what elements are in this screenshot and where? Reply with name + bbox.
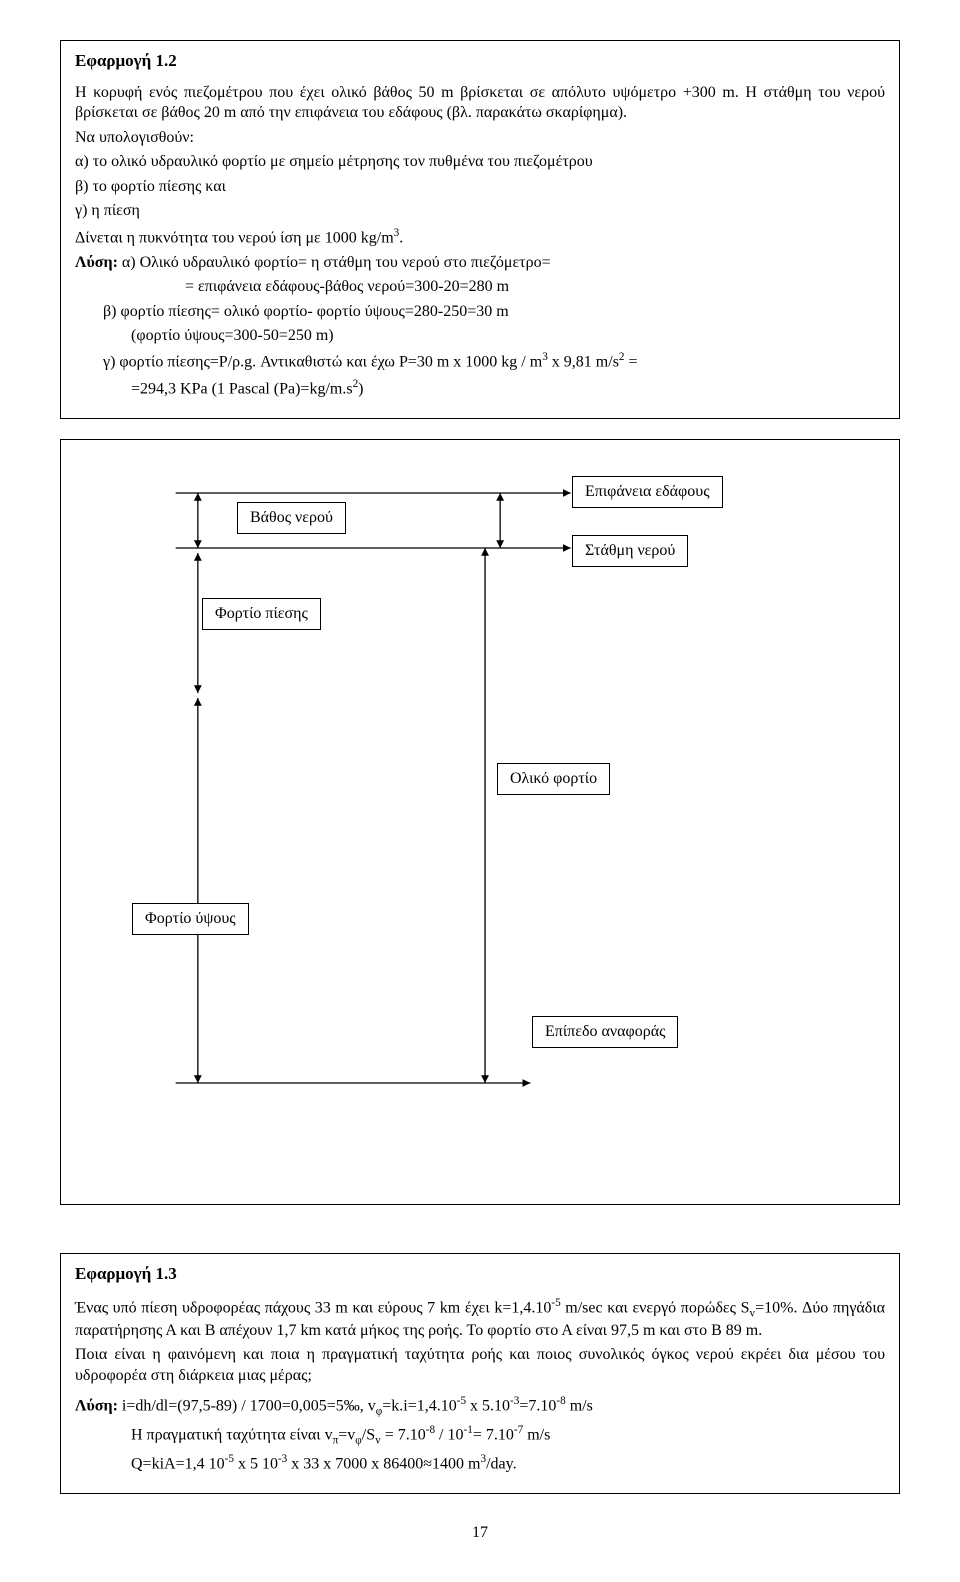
ex13-p2: Ποια είναι η φαινόμενη και ποια η πραγμα… bbox=[75, 1345, 885, 1386]
exercise-1-2-box: Εφαρμογή 1.2 Η κορυφή ενός πιεζομέτρου π… bbox=[60, 40, 900, 419]
page-number: 17 bbox=[60, 1524, 900, 1542]
ex13-sol3-e1: -5 bbox=[225, 1453, 234, 1465]
ex13-sol3-post: /day. bbox=[486, 1455, 517, 1472]
ex13-sol3-e2: -3 bbox=[278, 1453, 287, 1465]
ex13-sol2-mid1: =v bbox=[338, 1427, 355, 1444]
ex13-sol3-pre: Q=kiA=1,4 10 bbox=[131, 1455, 225, 1472]
ex12-sol-a2: = επιφάνεια εδάφους-βάθος νερού=300-20=2… bbox=[185, 277, 885, 297]
epifaneia-box: Επιφάνεια εδάφους bbox=[572, 476, 723, 508]
ex12-sol-b2: (φορτίο ύψους=300-50=250 m) bbox=[131, 326, 885, 346]
ex12-sol-label: Λύση: bbox=[75, 254, 122, 271]
ex13-sol2-line: Η πραγματική ταχύτητα είναι vπ=vφ/Sv = 7… bbox=[131, 1423, 885, 1448]
ex12-given-post: . bbox=[399, 229, 403, 246]
ex12-title: Εφαρμογή 1.2 bbox=[75, 51, 885, 71]
ex13-sol2-mid4: / 10 bbox=[435, 1427, 463, 1444]
ex13-sol3-mid1: x 5 10 bbox=[234, 1455, 278, 1472]
ex12-a: α) το ολικό υδραυλικό φορτίο με σημείο μ… bbox=[75, 152, 885, 172]
ex12-given-pre: Δίνεται η πυκνότητα του νερού ίση με 100… bbox=[75, 229, 394, 246]
ex13-sol1-e2: -3 bbox=[510, 1395, 519, 1407]
ex13-sol3-mid2: x 33 x 7000 x 86400≈1400 m bbox=[287, 1455, 480, 1472]
ex13-title: Εφαρμογή 1.3 bbox=[75, 1264, 885, 1284]
fortio-piesis-box: Φορτίο πίεσης bbox=[202, 598, 321, 630]
ex13-sol2-post: m/s bbox=[523, 1427, 550, 1444]
ex13-sol1-mid2: x 5.10 bbox=[466, 1398, 510, 1415]
ex12-p1: Η κορυφή ενός πιεζομέτρου που έχει ολικό… bbox=[75, 83, 885, 124]
vathos-box: Βάθος νερού bbox=[237, 502, 346, 534]
ex13-sol2-mid3: = 7.10 bbox=[381, 1427, 426, 1444]
ex13-p1-pre: Ένας υπό πίεση υδροφορέας πάχους 33 m κα… bbox=[75, 1299, 551, 1316]
ex12-sol-c3: =294,3 KPa (1 Pascal (Pa)=kg/m.s2) bbox=[131, 377, 885, 400]
ex12-sol-c-post: = bbox=[625, 354, 638, 371]
ex12-sol-c3-pre: =294,3 KPa (1 Pascal (Pa)=kg/m.s bbox=[131, 381, 353, 398]
ex13-sol1-mid3: =7.10 bbox=[519, 1398, 556, 1415]
ex13-sol1-mid: =k.i=1,4.10 bbox=[382, 1398, 457, 1415]
ex12-sol-b: β) φορτίο πίεσης= ολικό φορτίο- φορτίο ύ… bbox=[103, 302, 885, 322]
ex12-c: γ) η πίεση bbox=[75, 201, 885, 221]
ex13-p1: Ένας υπό πίεση υδροφορέας πάχους 33 m κα… bbox=[75, 1296, 885, 1341]
diagram-svg bbox=[87, 458, 873, 1178]
ex13-sol2-e1: -8 bbox=[426, 1424, 435, 1436]
ex13-sol2-pre: Η πραγματική ταχύτητα είναι v bbox=[131, 1427, 333, 1444]
stathmi-box: Στάθμη νερού bbox=[572, 535, 688, 567]
ex13-sol1-pre: i=dh/dl=(97,5-89) / 1700=0,005=5‰, v bbox=[122, 1398, 376, 1415]
ex13-sol3-line: Q=kiA=1,4 10-5 x 5 10-3 x 33 x 7000 x 86… bbox=[131, 1452, 885, 1475]
ex13-sol2-mid2: /S bbox=[362, 1427, 375, 1444]
ex13-sol2-e3: -7 bbox=[514, 1424, 523, 1436]
ex13-sol1-e1: -5 bbox=[457, 1395, 466, 1407]
ex13-sol2-mid5: = 7.10 bbox=[473, 1427, 514, 1444]
ex12-sol-c-pre: γ) φορτίο πίεσης=P/ρ.g. Αντικαθιστώ και … bbox=[103, 354, 542, 371]
ex12-sol-c3-post: ) bbox=[358, 381, 363, 398]
ex12-sol-c: γ) φορτίο πίεσης=P/ρ.g. Αντικαθιστώ και … bbox=[103, 350, 885, 373]
piezometer-diagram: Βάθος νερού Φορτίο πίεσης Επιφάνεια εδάφ… bbox=[87, 458, 873, 1178]
ex13-p1-e1: -5 bbox=[551, 1297, 560, 1309]
ex12-sol-a-line: Λύση: α) Ολικό υδραυλικό φορτίο= η στάθμ… bbox=[75, 253, 885, 273]
ex12-p2: Να υπολογισθούν: bbox=[75, 128, 885, 148]
ex12-b: β) το φορτίο πίεσης και bbox=[75, 177, 885, 197]
ex12-given: Δίνεται η πυκνότητα του νερού ίση με 100… bbox=[75, 226, 885, 249]
exercise-1-3-box: Εφαρμογή 1.3 Ένας υπό πίεση υδροφορέας π… bbox=[60, 1253, 900, 1494]
piezometer-diagram-box: Βάθος νερού Φορτίο πίεσης Επιφάνεια εδάφ… bbox=[60, 439, 900, 1205]
ex12-sol-a: α) Ολικό υδραυλικό φορτίο= η στάθμη του … bbox=[122, 254, 551, 271]
ex13-sol1-post: m/s bbox=[566, 1398, 593, 1415]
fortio-ypsous-box: Φορτίο ύψους bbox=[132, 903, 249, 935]
ex13-p1-mid: m/sec και ενεργό πορώδες S bbox=[561, 1299, 750, 1316]
ex13-sol1-e3: -8 bbox=[556, 1395, 565, 1407]
ex12-sol-c-mid: x 9,81 m/s bbox=[548, 354, 619, 371]
ex13-sol1-line: Λύση: i=dh/dl=(97,5-89) / 1700=0,005=5‰,… bbox=[75, 1394, 885, 1419]
ex13-sol-label: Λύση: bbox=[75, 1398, 122, 1415]
ex13-sol2-e2: -1 bbox=[464, 1424, 473, 1436]
epipedo-box: Επίπεδο αναφοράς bbox=[532, 1016, 678, 1048]
oliko-box: Ολικό φορτίο bbox=[497, 763, 610, 795]
